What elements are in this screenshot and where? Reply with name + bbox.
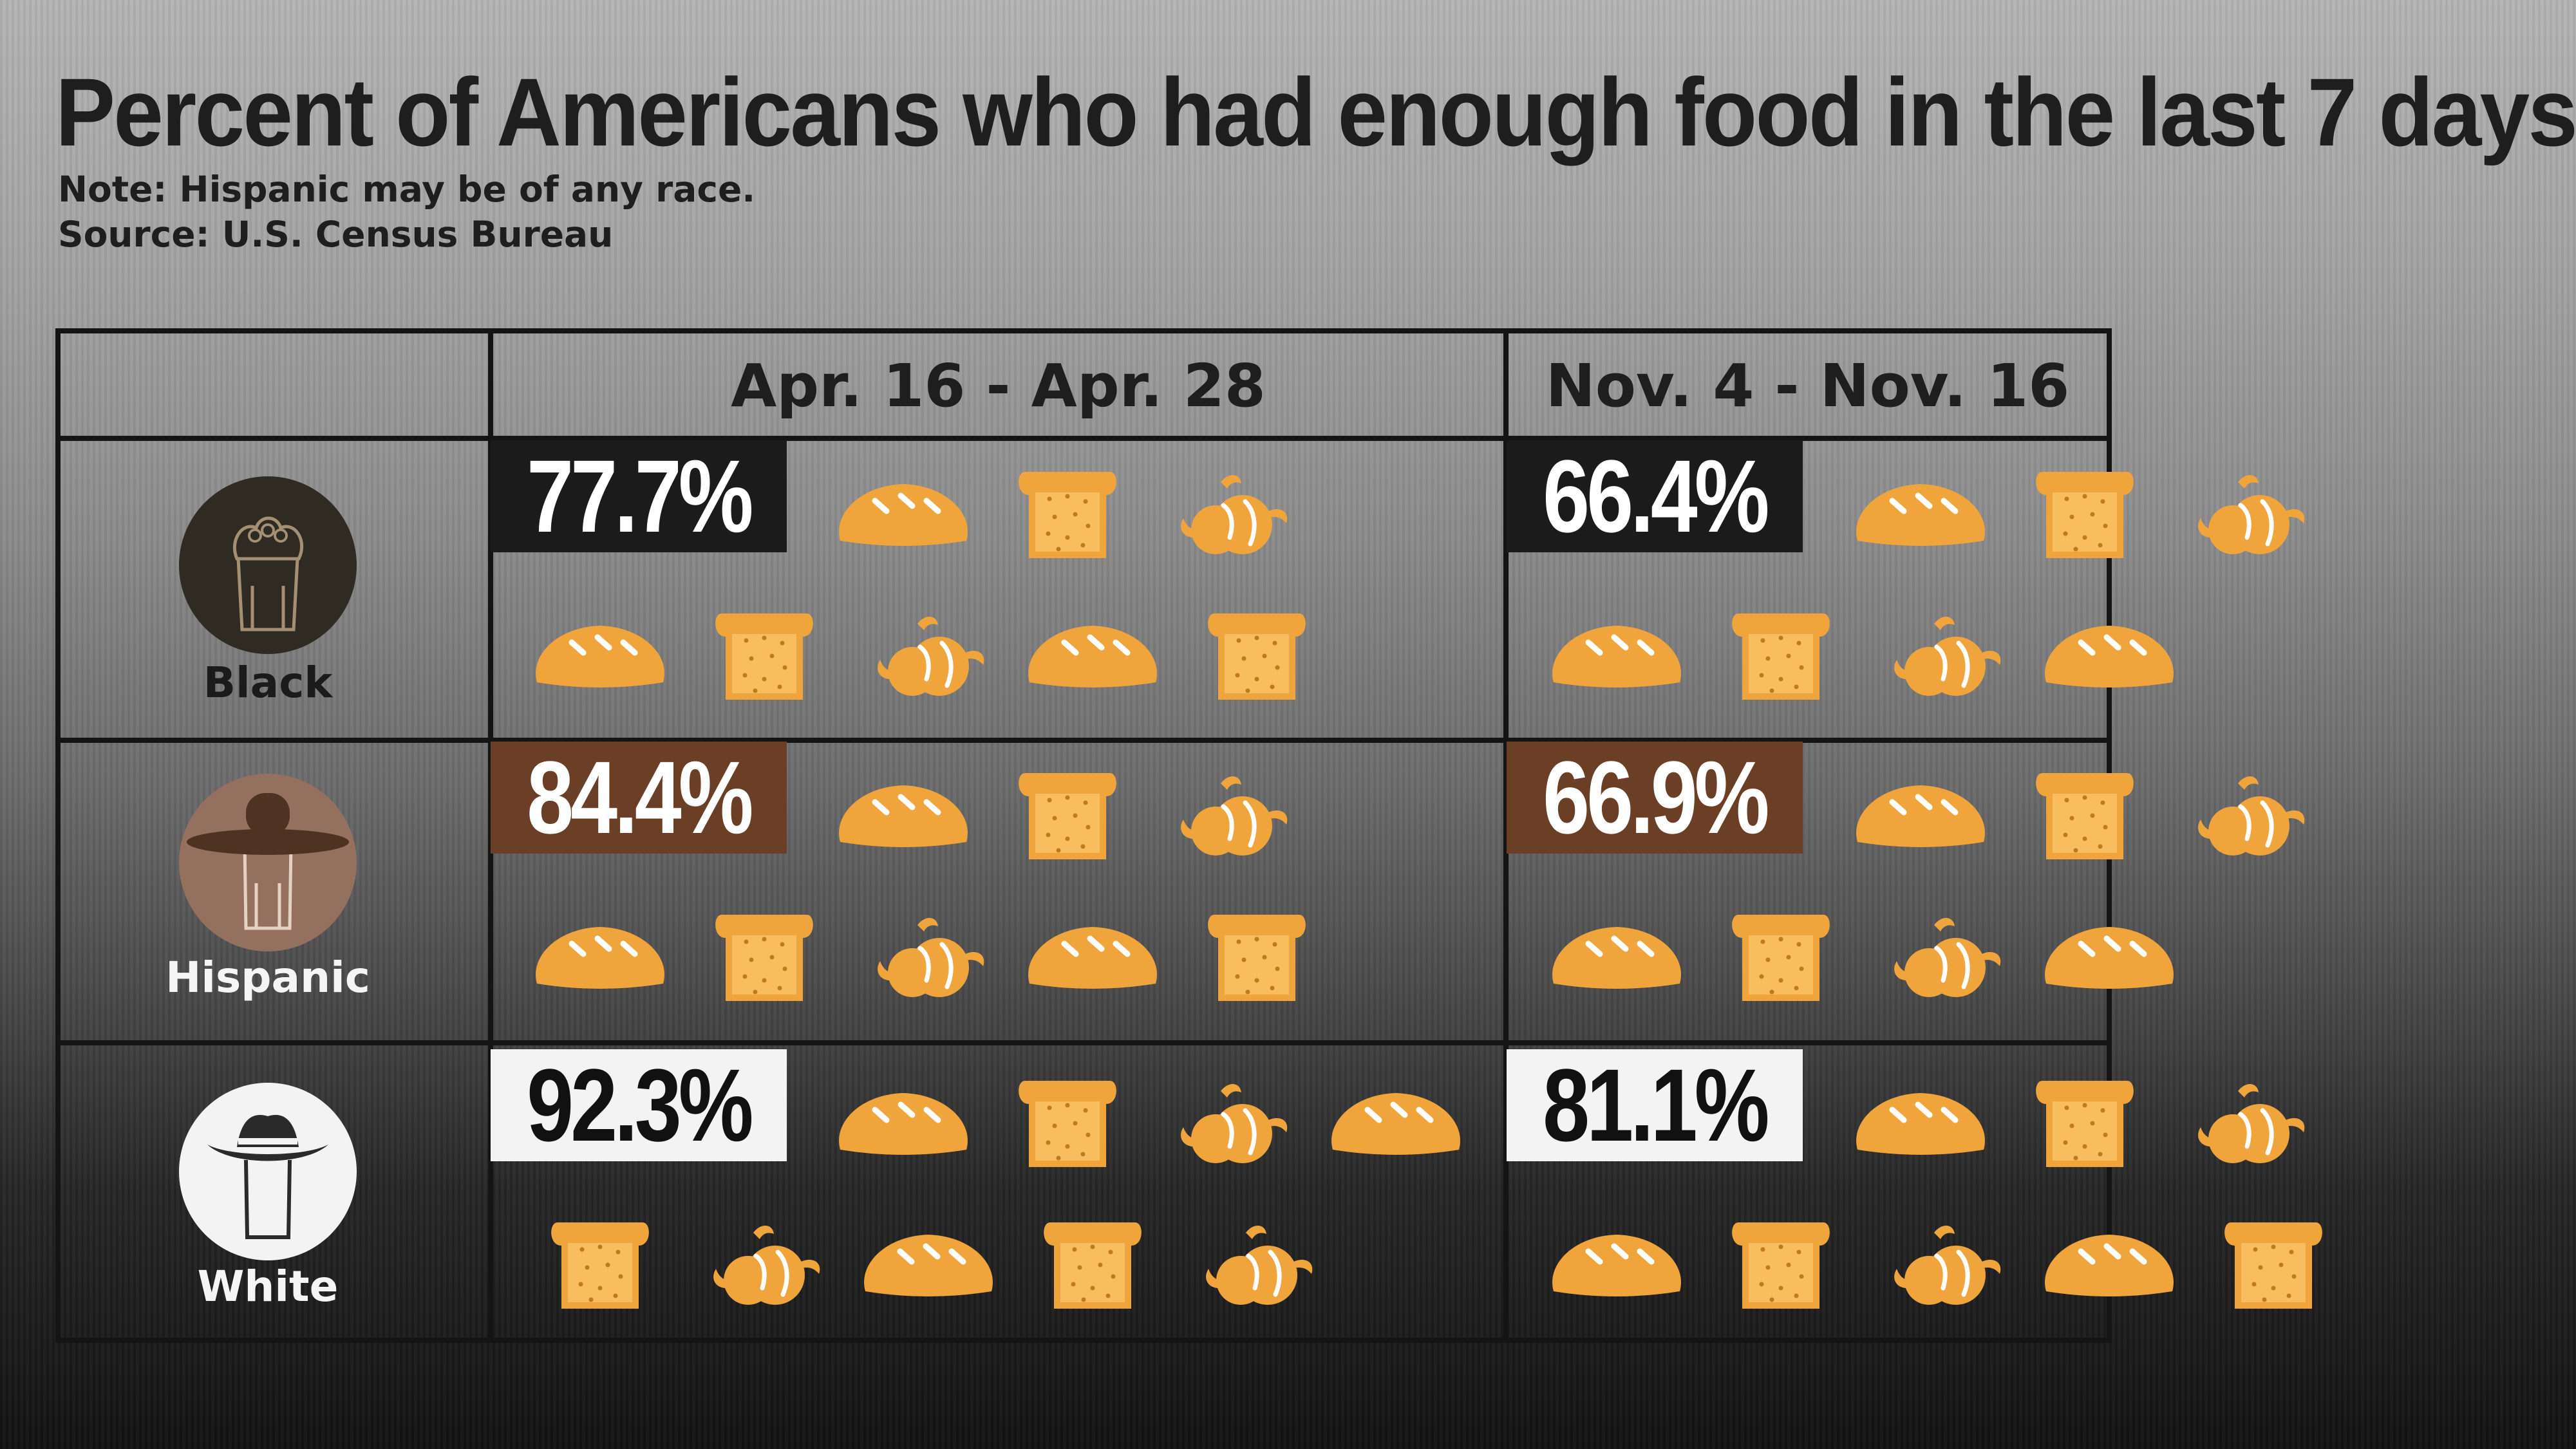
row-divider-2 [55,1040,2112,1045]
bread-loaf-icon [2044,927,2174,989]
toast-slice-icon [2035,1081,2134,1167]
croissant-icon [1894,616,2000,696]
column-divider-2 [1503,328,1509,1343]
hispanic-november-percent-box: 66.9% [1507,742,1803,854]
toast-slice-icon [715,613,813,700]
bread-loaf-icon [838,484,968,546]
header-divider [55,436,2112,441]
toast-slice-icon [1731,915,1830,1001]
hispanic-april-percent-box: 84.4% [491,742,787,854]
note-text: Note: Hispanic may be of any race. [58,169,756,210]
bread-loaf-icon [1552,626,1681,687]
group-label-white: White [197,1262,339,1311]
toast-slice-icon [1731,1222,1830,1309]
black-person-icon [179,476,357,654]
bread-loaf-icon [1331,1093,1460,1155]
white-april-percent: 92.3% [527,1047,753,1163]
toast-slice-icon [1207,915,1306,1001]
croissant-icon [2197,1083,2304,1163]
black-november-percent: 66.4% [1543,438,1769,554]
bread-loaf-icon [838,785,968,847]
toast-slice-icon [550,1222,649,1309]
white-april-percent-box: 92.3% [491,1049,787,1161]
bread-loaf-icon [2044,1235,2174,1296]
table-border-left [55,328,61,1343]
bread-loaf-icon [535,626,664,687]
croissant-icon [1205,1225,1312,1305]
croissant-icon [877,917,984,997]
toast-slice-icon [1207,613,1306,700]
toast-slice-icon [2035,472,2134,558]
croissant-icon [2197,776,2304,855]
column-header-november: Nov. 4 - Nov. 16 [1545,351,2070,420]
bread-loaf-icon [1552,927,1681,989]
table-border-bottom [55,1338,2112,1343]
croissant-icon [1180,1083,1287,1163]
black-april-percent-box: 77.7% [491,440,787,552]
croissant-icon [1894,917,2000,997]
toast-slice-icon [715,915,813,1001]
white-november-percent-box: 81.1% [1507,1049,1803,1161]
bread-loaf-icon [2044,626,2174,687]
row-divider-1 [55,738,2112,743]
bread-loaf-icon [1552,1235,1681,1296]
black-november-percent-box: 66.4% [1507,440,1803,552]
bread-loaf-icon [1028,927,1157,989]
toast-slice-icon [2224,1222,2322,1309]
table-border-top [55,328,2112,333]
toast-slice-icon [1043,1222,1142,1309]
croissant-icon [713,1225,820,1305]
bread-loaf-icon [1856,785,1985,847]
croissant-icon [2197,474,2304,554]
bread-loaf-icon [1856,1093,1985,1155]
hispanic-person-icon [179,774,357,951]
croissant-icon [1180,776,1287,855]
column-header-april: Apr. 16 - Apr. 28 [731,351,1266,420]
group-label-black: Black [203,658,333,707]
group-label-hispanic: Hispanic [165,953,370,1002]
toast-slice-icon [1018,1081,1116,1167]
bread-loaf-icon [1028,626,1157,687]
source-text: Source: U.S. Census Bureau [58,214,614,255]
bread-loaf-icon [535,927,664,989]
toast-slice-icon [1018,773,1116,859]
toast-slice-icon [1731,613,1830,700]
bread-loaf-icon [863,1235,993,1296]
croissant-icon [877,616,984,696]
toast-slice-icon [1018,472,1116,558]
white-person-icon [179,1083,357,1260]
hispanic-april-percent: 84.4% [527,740,753,855]
bread-loaf-icon [838,1093,968,1155]
chart-title: Percent of Americans who had enough food… [55,58,2576,166]
bread-loaf-icon [1856,484,1985,546]
hispanic-november-percent: 66.9% [1543,740,1769,855]
black-april-percent: 77.7% [527,438,753,554]
toast-slice-icon [2035,773,2134,859]
croissant-icon [1894,1225,2000,1305]
croissant-icon [1180,474,1287,554]
white-november-percent: 81.1% [1543,1047,1769,1163]
